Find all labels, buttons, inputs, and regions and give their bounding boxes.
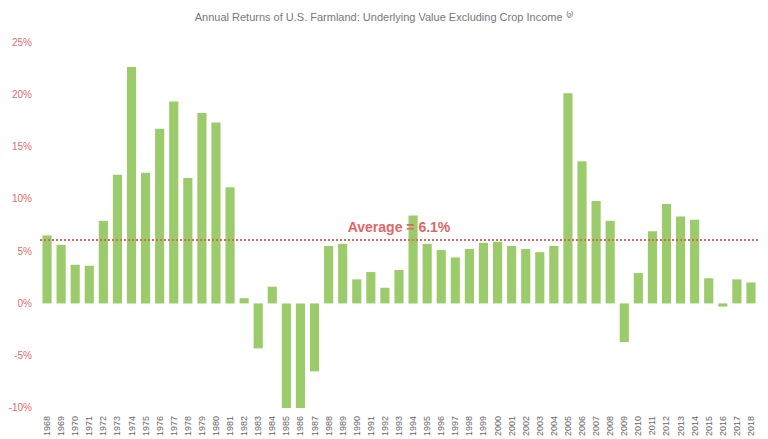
svg-text:2014: 2014 — [690, 416, 700, 436]
svg-text:1991: 1991 — [366, 416, 376, 436]
svg-text:1999: 1999 — [478, 416, 488, 436]
svg-text:2003: 2003 — [535, 416, 545, 436]
svg-text:2000: 2000 — [493, 416, 503, 436]
svg-text:2002: 2002 — [521, 416, 531, 436]
svg-text:2006: 2006 — [577, 416, 587, 436]
svg-text:1975: 1975 — [141, 416, 151, 436]
svg-text:1974: 1974 — [127, 416, 137, 436]
svg-text:1994: 1994 — [408, 416, 418, 436]
svg-text:1984: 1984 — [267, 416, 277, 436]
svg-text:-5%: -5% — [14, 350, 32, 361]
svg-text:2015: 2015 — [704, 416, 714, 436]
svg-text:1985: 1985 — [281, 416, 291, 436]
svg-text:2009: 2009 — [619, 416, 629, 436]
svg-text:1986: 1986 — [295, 416, 305, 436]
svg-text:15%: 15% — [12, 141, 32, 152]
svg-text:1989: 1989 — [338, 416, 348, 436]
svg-text:20%: 20% — [12, 89, 32, 100]
svg-text:1993: 1993 — [394, 416, 404, 436]
svg-text:1987: 1987 — [310, 416, 320, 436]
svg-text:Annual Returns of U.S. Farmlan: Annual Returns of U.S. Farmland: Underly… — [195, 11, 574, 23]
svg-text:1988: 1988 — [324, 416, 334, 436]
svg-text:10%: 10% — [12, 193, 32, 204]
svg-text:5%: 5% — [18, 246, 33, 257]
svg-text:1998: 1998 — [464, 416, 474, 436]
svg-text:25%: 25% — [12, 37, 32, 48]
svg-text:1981: 1981 — [225, 416, 235, 436]
svg-text:1970: 1970 — [70, 416, 80, 436]
svg-text:1977: 1977 — [169, 416, 179, 436]
svg-text:2008: 2008 — [605, 416, 615, 436]
svg-text:1997: 1997 — [450, 416, 460, 436]
svg-text:-10%: -10% — [9, 402, 32, 413]
svg-text:2010: 2010 — [633, 416, 643, 436]
svg-text:2017: 2017 — [732, 416, 742, 436]
svg-text:1995: 1995 — [422, 416, 432, 436]
svg-text:1968: 1968 — [42, 416, 52, 436]
svg-text:1996: 1996 — [436, 416, 446, 436]
svg-text:Average = 6.1%: Average = 6.1% — [348, 219, 451, 235]
svg-text:1976: 1976 — [155, 416, 165, 436]
svg-text:1972: 1972 — [98, 416, 108, 436]
svg-text:2001: 2001 — [507, 416, 517, 436]
svg-text:1990: 1990 — [352, 416, 362, 436]
svg-text:2018: 2018 — [746, 416, 756, 436]
svg-text:1973: 1973 — [112, 416, 122, 436]
svg-text:1971: 1971 — [84, 416, 94, 436]
svg-text:1980: 1980 — [211, 416, 221, 436]
svg-text:2005: 2005 — [563, 416, 573, 436]
svg-text:2012: 2012 — [661, 416, 671, 436]
svg-text:2016: 2016 — [718, 416, 728, 436]
svg-text:1983: 1983 — [253, 416, 263, 436]
svg-text:1982: 1982 — [239, 416, 249, 436]
svg-text:0%: 0% — [18, 298, 33, 309]
svg-text:1978: 1978 — [183, 416, 193, 436]
svg-text:1969: 1969 — [56, 416, 66, 436]
svg-text:1979: 1979 — [197, 416, 207, 436]
svg-text:2011: 2011 — [647, 416, 657, 435]
svg-text:1992: 1992 — [380, 416, 390, 436]
svg-text:2013: 2013 — [676, 416, 686, 436]
svg-text:2007: 2007 — [591, 416, 601, 436]
svg-text:2004: 2004 — [549, 416, 559, 436]
